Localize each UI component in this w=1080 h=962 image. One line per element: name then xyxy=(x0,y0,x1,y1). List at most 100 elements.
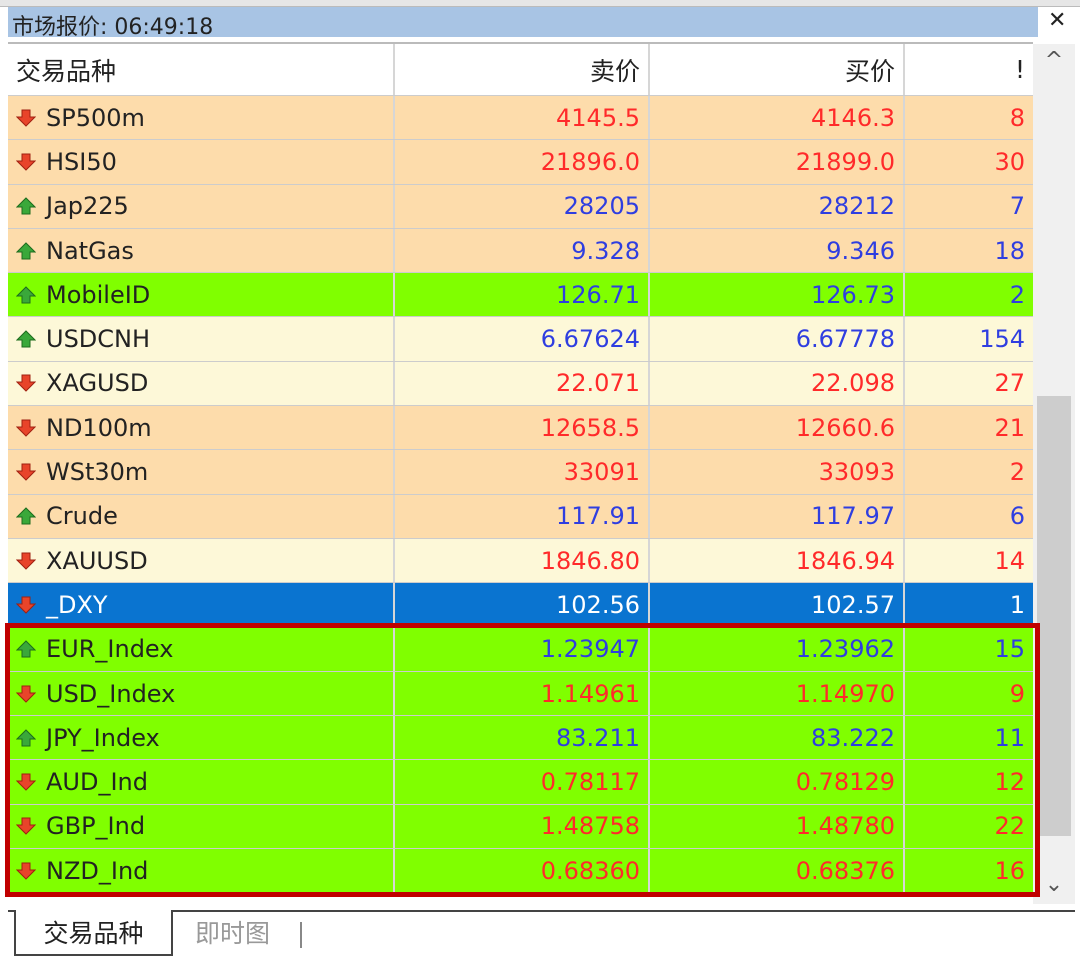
spread-cell: 11 xyxy=(994,723,1025,752)
ask-cell: 0.68376 xyxy=(650,849,905,893)
symbol-name: Jap225 xyxy=(46,192,129,221)
tab-tick-chart[interactable]: 即时图 xyxy=(195,919,271,948)
table-row[interactable]: ND100m 12658.5 12660.6 21 xyxy=(8,406,1033,451)
table-row[interactable]: XAGUSD 22.071 22.098 27 xyxy=(8,361,1033,407)
symbol-cell: Jap225 xyxy=(8,184,395,228)
spread-cell: 2 xyxy=(1009,280,1025,309)
arrow-down-icon xyxy=(16,463,36,481)
symbol-cell: NZD_Ind xyxy=(8,849,395,893)
symbol-name: MobileID xyxy=(46,280,151,309)
symbol-cell: WSt30m xyxy=(8,450,395,494)
bid-cell: 21896.0 xyxy=(395,140,650,184)
column-header-ask[interactable]: 买价 xyxy=(650,44,905,95)
table-row[interactable]: USDCNH 6.67624 6.67778 154 xyxy=(8,317,1033,362)
symbol-cell: USD_Index xyxy=(8,671,395,716)
table-row[interactable]: SP500m 4145.5 4146.3 8 xyxy=(8,96,1033,141)
symbol-name: USD_Index xyxy=(46,679,176,708)
symbol-name: XAGUSD xyxy=(46,369,149,398)
table-row[interactable]: USD_Index 1.14961 1.14970 9 xyxy=(8,671,1033,717)
spread-cell: 30 xyxy=(994,147,1025,176)
symbol-cell: SP500m xyxy=(8,96,395,140)
bid-cell: 12658.5 xyxy=(395,406,650,450)
table-row[interactable]: JPY_Index 83.211 83.222 11 xyxy=(8,716,1033,761)
table-row[interactable]: Jap225 28205 28212 7 xyxy=(8,184,1033,229)
symbol-name: _DXY xyxy=(46,590,108,619)
bid-cell: 1.14961 xyxy=(395,671,650,716)
table-header: 交易品种 卖价 买价 ! xyxy=(8,44,1033,96)
symbol-cell: USDCNH xyxy=(8,317,395,361)
symbol-name: GBP_Ind xyxy=(46,812,146,841)
ask-cell: 21899.0 xyxy=(650,140,905,184)
ask-cell: 1.23962 xyxy=(650,627,905,671)
symbol-cell: HSI50 xyxy=(8,140,395,184)
symbol-cell: AUD_Ind xyxy=(8,760,395,804)
spread-cell: 154 xyxy=(979,325,1025,354)
spread-cell: 2 xyxy=(1009,458,1025,487)
symbol-name: HSI50 xyxy=(46,147,117,176)
table-row[interactable]: MobileID 126.71 126.73 2 xyxy=(8,273,1033,318)
column-header-symbol[interactable]: 交易品种 xyxy=(8,44,395,95)
arrow-up-icon xyxy=(16,507,36,525)
bid-cell: 1.23947 xyxy=(395,627,650,671)
scroll-down-button[interactable]: ⌄ xyxy=(1044,872,1064,897)
tab-symbols[interactable]: 交易品种 xyxy=(14,910,173,956)
tab-divider xyxy=(8,910,1075,912)
spread-cell: 8 xyxy=(1009,103,1025,132)
table-row[interactable]: Crude 117.91 117.97 6 xyxy=(8,494,1033,539)
table-row[interactable]: NZD_Ind 0.68360 0.68376 16 xyxy=(8,849,1033,894)
symbol-cell: Crude xyxy=(8,494,395,538)
symbol-cell: XAUUSD xyxy=(8,538,395,583)
symbol-cell: ND100m xyxy=(8,406,395,450)
vertical-scrollbar[interactable]: ^ ⌄ xyxy=(1033,44,1075,904)
table-row[interactable]: HSI50 21896.0 21899.0 30 xyxy=(8,140,1033,185)
arrow-up-icon xyxy=(16,197,36,215)
table-row[interactable]: WSt30m 33091 33093 2 xyxy=(8,450,1033,495)
spread-cell: 9 xyxy=(1009,679,1025,708)
symbol-cell: NatGas xyxy=(8,228,395,273)
bid-cell: 126.71 xyxy=(395,273,650,317)
symbol-name: ND100m xyxy=(46,413,152,442)
ask-cell: 4146.3 xyxy=(650,96,905,140)
close-icon[interactable]: ✕ xyxy=(1048,8,1067,33)
ask-cell: 28212 xyxy=(650,184,905,228)
ask-cell: 117.97 xyxy=(650,494,905,538)
arrow-up-icon xyxy=(16,729,36,747)
bid-cell: 33091 xyxy=(395,450,650,494)
arrow-up-icon xyxy=(16,241,36,260)
ask-cell: 1.48780 xyxy=(650,804,905,849)
spread-cell: 16 xyxy=(994,856,1025,885)
ask-cell: 83.222 xyxy=(650,716,905,760)
column-header-bid[interactable]: 卖价 xyxy=(395,44,650,95)
bid-cell: 22.071 xyxy=(395,361,650,406)
ask-cell: 0.78129 xyxy=(650,760,905,804)
bid-cell: 0.78117 xyxy=(395,760,650,804)
scrollbar-thumb[interactable] xyxy=(1037,396,1071,836)
arrow-down-icon xyxy=(16,552,36,570)
window-title: 市场报价: 06:49:18 xyxy=(12,15,214,40)
spread-cell: 1 xyxy=(1009,590,1025,619)
table-row[interactable]: NatGas 9.328 9.346 18 xyxy=(8,228,1033,274)
arrow-down-icon xyxy=(16,419,36,437)
ask-cell: 1846.94 xyxy=(650,538,905,583)
ask-cell: 126.73 xyxy=(650,273,905,317)
column-header-spread[interactable]: ! xyxy=(1014,55,1025,84)
scroll-up-button[interactable]: ^ xyxy=(1044,48,1064,73)
symbol-name: NatGas xyxy=(46,236,134,265)
arrow-up-icon xyxy=(16,330,36,348)
arrow-down-icon xyxy=(16,153,36,171)
table-row[interactable]: EUR_Index 1.23947 1.23962 15 xyxy=(8,627,1033,672)
arrow-down-icon xyxy=(16,773,36,791)
bid-cell: 9.328 xyxy=(395,228,650,273)
bid-cell: 1846.80 xyxy=(395,538,650,583)
table-row[interactable]: _DXY 102.56 102.57 1 xyxy=(8,583,1033,628)
table-row[interactable]: GBP_Ind 1.48758 1.48780 22 xyxy=(8,804,1033,850)
arrow-down-icon xyxy=(16,817,36,836)
symbol-cell: GBP_Ind xyxy=(8,804,395,849)
symbol-name: JPY_Index xyxy=(46,723,160,752)
symbol-cell: JPY_Index xyxy=(8,716,395,760)
arrow-down-icon xyxy=(16,862,36,880)
table-row[interactable]: AUD_Ind 0.78117 0.78129 12 xyxy=(8,760,1033,805)
bid-cell: 4145.5 xyxy=(395,96,650,140)
table-row[interactable]: XAUUSD 1846.80 1846.94 14 xyxy=(8,538,1033,584)
spread-cell: 27 xyxy=(994,369,1025,398)
